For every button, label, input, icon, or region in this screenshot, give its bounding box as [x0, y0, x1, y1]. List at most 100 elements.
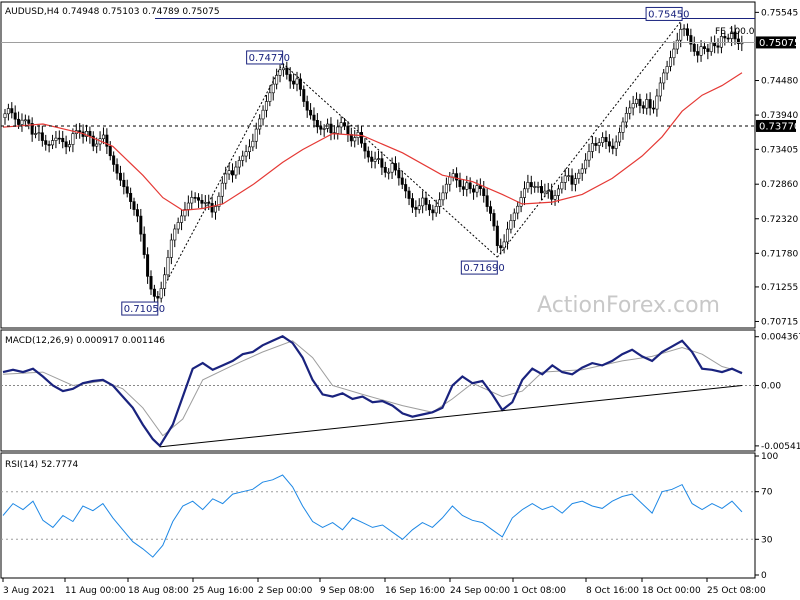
candle-body — [553, 195, 557, 200]
candle-body — [719, 36, 723, 48]
candle-body — [492, 213, 496, 227]
candle-body — [163, 274, 167, 289]
macd-panel-title: MACD(12,26,9) 0.000917 0.001146 — [5, 336, 165, 346]
candle-body — [353, 137, 357, 142]
candle-body — [434, 206, 438, 214]
candle-body — [54, 137, 58, 141]
candle-body — [478, 185, 482, 189]
candle-body — [244, 151, 248, 157]
candle-body — [570, 175, 574, 185]
candle-body — [393, 163, 397, 171]
candle-body — [169, 239, 173, 258]
candle-body — [461, 186, 465, 190]
candle-body — [261, 109, 265, 120]
candle-body — [193, 197, 197, 199]
candle-body — [539, 186, 543, 194]
level-price-tag — [756, 119, 796, 132]
candle-body — [635, 98, 639, 104]
candle-body — [584, 159, 588, 170]
candle-body — [665, 66, 669, 74]
candle-body — [567, 175, 571, 177]
candle-body — [23, 119, 27, 122]
macd-axis: 0.004367 0.00 -0.005411 — [755, 333, 800, 452]
candle-body — [407, 190, 411, 199]
macd-tick-label: 0.00 — [761, 381, 781, 391]
candle-body — [152, 288, 156, 297]
candle-body — [315, 120, 319, 128]
candle-body — [417, 205, 421, 210]
price-tick-label: 0.72320 — [761, 215, 798, 225]
candle-body — [373, 158, 377, 162]
time-tick-label: 16 Sep 16:00 — [385, 586, 445, 596]
candle-body — [71, 133, 75, 145]
candle-body — [485, 195, 489, 207]
candle-body — [679, 29, 683, 41]
pivot-label: 0.71690 — [463, 263, 504, 274]
moving-average-line — [2, 72, 743, 212]
candle-body — [30, 123, 34, 135]
candle-body — [139, 215, 143, 235]
candle-body — [689, 35, 693, 45]
candle-body — [468, 182, 472, 190]
candle-body — [6, 108, 10, 115]
price-tick-label: 0.70715 — [761, 317, 798, 327]
candle-body — [319, 126, 323, 130]
candle-body — [288, 74, 292, 82]
rsi-panel[interactable]: RSI(14) 52.7774 — [0, 452, 756, 579]
candle-body — [438, 199, 442, 207]
candle-body — [339, 122, 343, 128]
macd-panel-frame — [0, 329, 756, 452]
candles — [3, 23, 744, 306]
candle-body — [455, 173, 459, 181]
time-tick-label: 25 Aug 16:00 — [193, 586, 254, 596]
candle-body — [682, 28, 686, 30]
candle-body — [536, 186, 540, 188]
rsi-axis: 100 70 30 0 — [755, 452, 778, 581]
candle-body — [27, 119, 31, 124]
candle-body — [685, 28, 689, 36]
candle-body — [482, 188, 486, 197]
candle-body — [706, 48, 710, 52]
price-panel-frame — [0, 1, 756, 329]
macd-panel[interactable]: MACD(12,26,9) 0.000917 0.001146 — [0, 329, 756, 452]
pivot-trendlines — [157, 19, 683, 299]
pivot-label-box — [645, 6, 683, 21]
candle-body — [730, 31, 734, 39]
candle-body — [611, 145, 615, 149]
candle-body — [108, 146, 112, 157]
time-tick-label: 2 Sep 00:00 — [258, 586, 313, 596]
candle-body — [91, 135, 95, 147]
time-tick-label: 11 Aug 00:00 — [65, 586, 126, 596]
time-tick-label: 3 Aug 2021 — [3, 586, 55, 596]
candle-body — [736, 38, 740, 44]
rsi-level-lines — [1, 491, 755, 540]
candle-body — [495, 225, 499, 246]
candle-body — [363, 142, 367, 152]
candle-body — [217, 195, 221, 207]
watermark: ActionForex.com — [537, 293, 720, 318]
rsi-tick-label: 30 — [761, 535, 773, 545]
candle-body — [628, 107, 632, 114]
candle-body — [278, 69, 282, 76]
candle-body — [224, 173, 228, 184]
candle-body — [475, 185, 479, 193]
candle-body — [186, 202, 190, 210]
candle-body — [84, 131, 88, 137]
candle-body — [44, 140, 48, 145]
candle-body — [10, 108, 14, 114]
candle-body — [601, 137, 605, 143]
candle-body — [285, 67, 289, 75]
candle-body — [17, 118, 21, 125]
candle-body — [414, 206, 418, 210]
candle-body — [183, 209, 187, 217]
time-tick-label: 18 Aug 08:00 — [128, 586, 189, 596]
time-axis: 3 Aug 2021 11 Aug 00:00 18 Aug 08:00 25 Aug… — [2, 578, 766, 596]
candle-body — [159, 288, 163, 299]
candle-body — [692, 43, 696, 52]
candle-body — [404, 184, 408, 192]
candle-body — [441, 192, 445, 201]
pivot-label-box — [121, 301, 159, 316]
price-axis: 0.75545 0.74480 0.73940 0.73405 0.72860 0.723… — [755, 8, 798, 327]
